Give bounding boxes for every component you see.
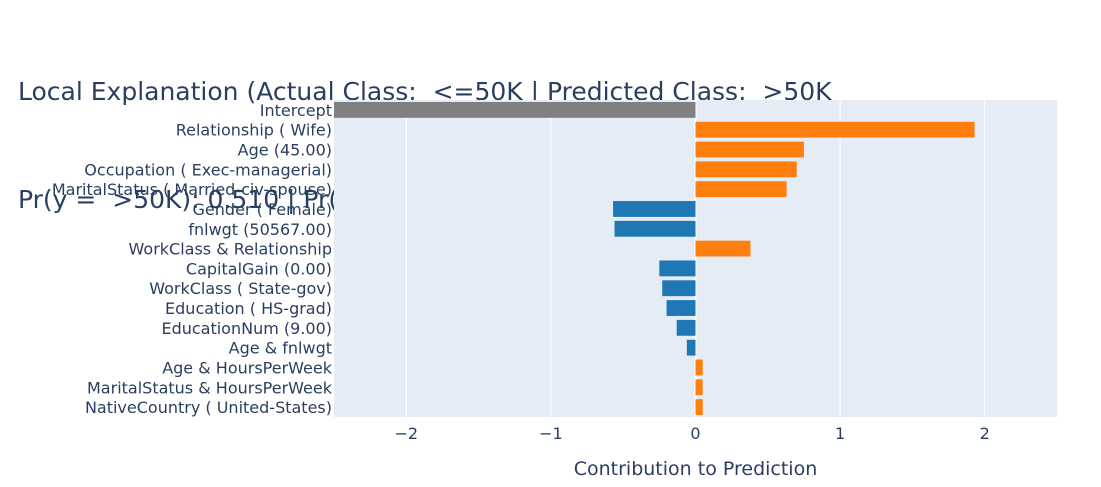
y-tick-label: MaritalStatus & HoursPerWeek bbox=[87, 378, 333, 397]
bar-8 bbox=[659, 260, 696, 277]
y-tick-label: MaritalStatus ( Married-civ-spouse) bbox=[52, 180, 332, 199]
bar-4 bbox=[695, 181, 787, 198]
y-tick-label: Age (45.00) bbox=[238, 141, 332, 160]
bar-13 bbox=[695, 359, 703, 376]
bar-6 bbox=[614, 220, 696, 237]
y-tick-label: Age & HoursPerWeek bbox=[162, 358, 333, 377]
y-tick-label: NativeCountry ( United-States) bbox=[85, 398, 332, 417]
y-tick-label: Occupation ( Exec-managerial) bbox=[84, 160, 332, 179]
y-tick-label: WorkClass & Relationship bbox=[129, 240, 332, 259]
bar-7 bbox=[695, 240, 751, 257]
bar-14 bbox=[695, 379, 703, 396]
bar-1 bbox=[695, 121, 975, 138]
bar-5 bbox=[613, 201, 696, 217]
y-tick-label: Intercept bbox=[260, 101, 332, 120]
y-tick-label: Relationship ( Wife) bbox=[176, 121, 332, 140]
y-tick-label: Age & fnlwgt bbox=[229, 339, 332, 358]
y-tick-label: EducationNum (9.00) bbox=[161, 319, 332, 338]
x-tick-label: 0 bbox=[690, 424, 700, 443]
x-tick-label: −1 bbox=[539, 424, 563, 443]
bar-3 bbox=[695, 161, 797, 178]
x-axis-title: Contribution to Prediction bbox=[574, 458, 818, 480]
y-tick-label: WorkClass ( State-gov) bbox=[149, 279, 332, 298]
bar-2 bbox=[695, 141, 804, 158]
x-tick-label: −2 bbox=[395, 424, 419, 443]
bar-12 bbox=[686, 339, 696, 356]
bar-0 bbox=[334, 101, 696, 118]
y-tick-label: fnlwgt (50567.00) bbox=[188, 220, 332, 239]
y-tick-label: CapitalGain (0.00) bbox=[186, 259, 332, 278]
y-tick-label: Education ( HS-grad) bbox=[165, 299, 332, 318]
bar-11 bbox=[676, 319, 696, 336]
bar-15 bbox=[695, 399, 703, 416]
y-tick-label: Gender ( Female) bbox=[193, 200, 332, 219]
bar-9 bbox=[662, 280, 696, 297]
bar-10 bbox=[666, 300, 696, 316]
x-tick-label: 2 bbox=[980, 424, 990, 443]
x-tick-label: 1 bbox=[835, 424, 845, 443]
